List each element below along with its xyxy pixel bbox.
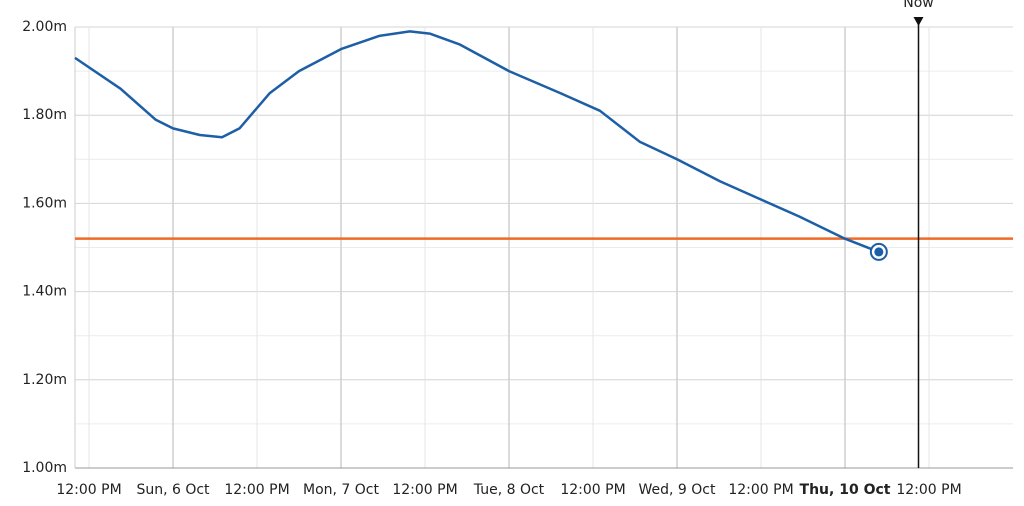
series-line	[74, 30, 880, 254]
y-tick-label: 2.00m	[22, 19, 67, 35]
y-tick-label: 1.00m	[22, 460, 67, 476]
y-tick-label: 1.20m	[22, 372, 67, 388]
x-tick-label: 12:00 PM	[896, 482, 961, 498]
x-tick-label: 12:00 PM	[392, 482, 457, 498]
now-marker	[913, 17, 924, 26]
x-tick-label: 12:00 PM	[560, 482, 625, 498]
now-label: Now	[903, 0, 934, 11]
y-tick-label: 1.60m	[22, 195, 67, 211]
x-tick-label: 12:00 PM	[56, 482, 121, 498]
y-tick-label: 1.40m	[22, 284, 67, 300]
x-tick-label: Wed, 9 Oct	[639, 482, 716, 498]
latest-point	[874, 247, 884, 257]
x-tick-label: Mon, 7 Oct	[303, 482, 379, 498]
x-tick-label: Thu, 10 Oct	[800, 482, 891, 498]
x-tick-label: Tue, 8 Oct	[473, 482, 545, 498]
y-tick-label: 1.80m	[22, 107, 67, 123]
x-tick-label: 12:00 PM	[728, 482, 793, 498]
x-tick-label: Sun, 6 Oct	[136, 482, 210, 498]
x-tick-label: 12:00 PM	[224, 482, 289, 498]
